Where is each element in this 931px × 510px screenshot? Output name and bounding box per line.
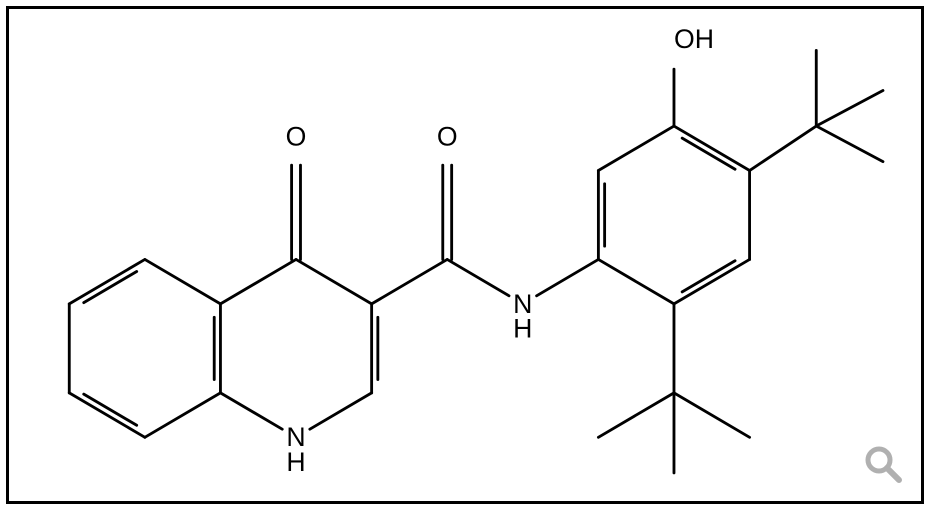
diagram-border (6, 6, 924, 504)
magnify-icon[interactable] (863, 444, 903, 484)
figure-frame: OONHNHOH (0, 0, 931, 510)
